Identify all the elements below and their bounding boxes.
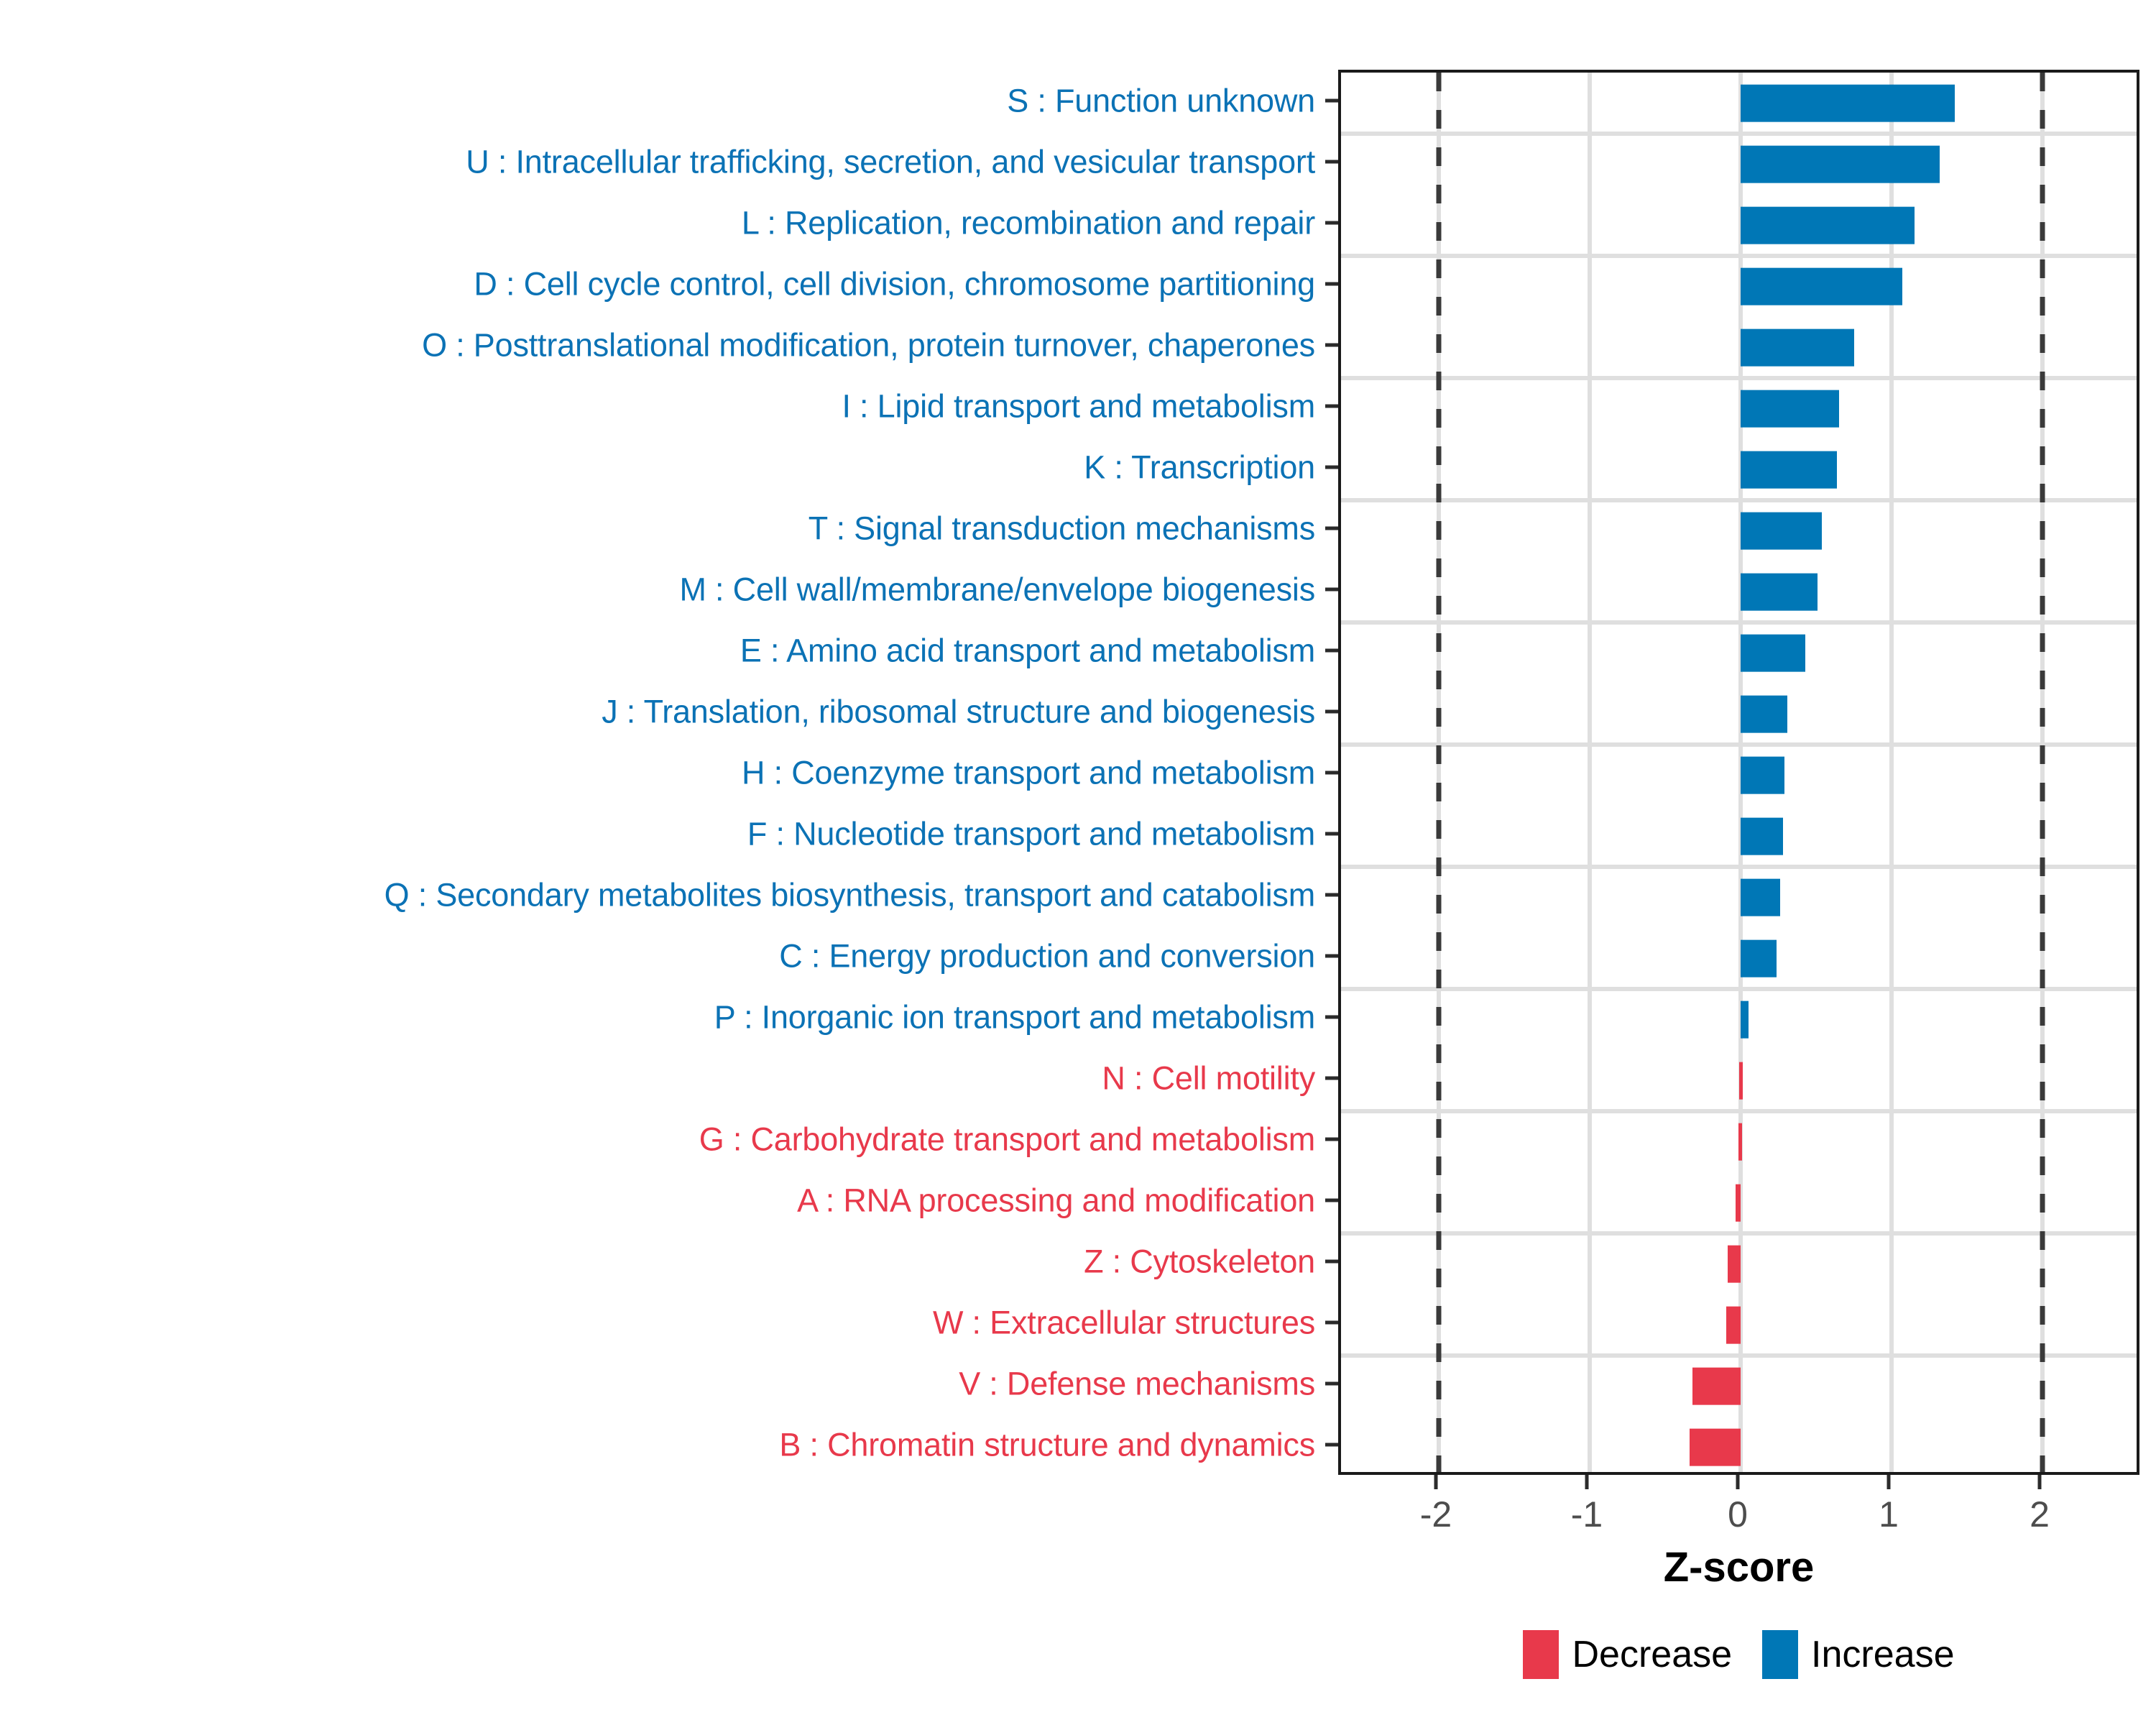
bar bbox=[1692, 1367, 1741, 1405]
y-axis-tick bbox=[1325, 160, 1338, 163]
y-axis-tick bbox=[1325, 1381, 1338, 1385]
x-axis-title: Z-score bbox=[1663, 1544, 1815, 1591]
y-axis-tick bbox=[1325, 404, 1338, 408]
x-axis-tick-label: 1 bbox=[1879, 1494, 1899, 1535]
bar bbox=[1741, 756, 1784, 794]
y-axis-tick bbox=[1325, 465, 1338, 469]
y-axis-tick bbox=[1325, 832, 1338, 835]
category-label: B : Chromatin structure and dynamics bbox=[779, 1426, 1315, 1463]
category-label: Q : Secondary metabolites biosynthesis, … bbox=[384, 876, 1316, 913]
category-label: L : Replication, recombination and repai… bbox=[741, 204, 1315, 241]
bar bbox=[1741, 939, 1777, 978]
reference-line bbox=[2040, 73, 2045, 1472]
bar bbox=[1741, 695, 1788, 733]
y-axis-tick bbox=[1325, 1259, 1338, 1263]
category-label: U : Intracellular trafficking, secretion… bbox=[466, 143, 1315, 180]
y-axis-tick bbox=[1325, 221, 1338, 224]
y-axis-tick bbox=[1325, 98, 1338, 102]
chart-legend: Decrease Increase bbox=[1338, 1630, 2139, 1679]
bar bbox=[1741, 328, 1854, 367]
y-axis-tick bbox=[1325, 648, 1338, 652]
category-label: P : Inorganic ion transport and metaboli… bbox=[714, 998, 1315, 1035]
y-axis-tick bbox=[1325, 1320, 1338, 1324]
y-axis-tick bbox=[1325, 282, 1338, 285]
legend-entry[interactable]: Increase bbox=[1762, 1630, 1955, 1679]
legend-swatch-decrease bbox=[1523, 1630, 1560, 1679]
category-label: W : Extracellular structures bbox=[932, 1304, 1315, 1340]
category-label: N : Cell motility bbox=[1102, 1059, 1315, 1096]
y-axis-tick bbox=[1325, 1015, 1338, 1018]
category-label: A : RNA processing and modification bbox=[797, 1182, 1315, 1218]
x-axis-tick-label: 0 bbox=[1728, 1494, 1748, 1535]
x-axis-tick bbox=[1585, 1475, 1589, 1489]
y-axis-tick bbox=[1325, 954, 1338, 957]
category-label: O : Posttranslational modification, prot… bbox=[422, 326, 1315, 363]
category-label: I : Lipid transport and metabolism bbox=[842, 387, 1315, 424]
bar bbox=[1741, 451, 1838, 489]
bar bbox=[1741, 390, 1839, 428]
bar bbox=[1689, 1428, 1741, 1466]
bar bbox=[1728, 1245, 1741, 1283]
x-axis-tick bbox=[2037, 1475, 2042, 1489]
y-axis-tick bbox=[1325, 1137, 1338, 1141]
y-axis-tick bbox=[1325, 1198, 1338, 1202]
category-label: G : Carbohydrate transport and metabolis… bbox=[699, 1121, 1315, 1157]
y-axis-tick bbox=[1325, 343, 1338, 346]
x-axis-tick bbox=[1434, 1475, 1438, 1489]
bar bbox=[1738, 1062, 1743, 1100]
bar bbox=[1741, 634, 1806, 672]
category-label: V : Defense mechanisms bbox=[959, 1365, 1315, 1402]
category-label: S : Function unknown bbox=[1007, 82, 1315, 119]
category-label: F : Nucleotide transport and metabolism bbox=[747, 815, 1315, 852]
bar bbox=[1741, 817, 1783, 855]
plot-panel bbox=[1338, 70, 2139, 1475]
bar bbox=[1741, 573, 1818, 611]
y-axis-tick bbox=[1325, 1443, 1338, 1446]
category-label: J : Translation, ribosomal structure and… bbox=[602, 693, 1315, 730]
category-label: K : Transcription bbox=[1084, 448, 1315, 485]
x-axis-tick-label: 2 bbox=[2030, 1494, 2050, 1535]
vertical-gridline bbox=[1889, 73, 1894, 1472]
bar bbox=[1736, 1184, 1741, 1222]
bar bbox=[1741, 145, 1940, 183]
bar bbox=[1726, 1306, 1741, 1344]
y-axis-tick bbox=[1325, 770, 1338, 774]
bar bbox=[1741, 84, 1955, 122]
category-label: M : Cell wall/membrane/envelope biogenes… bbox=[679, 571, 1315, 607]
x-axis-tick-label: -2 bbox=[1419, 1494, 1452, 1535]
y-axis-tick bbox=[1325, 1076, 1338, 1080]
bar bbox=[1738, 1123, 1742, 1161]
category-axis-labels: S : Function unknown U : Intracellular tr… bbox=[0, 70, 1327, 1475]
vertical-gridline bbox=[1588, 73, 1592, 1472]
bar bbox=[1741, 267, 1902, 305]
y-axis-tick bbox=[1325, 893, 1338, 896]
y-axis-tick bbox=[1325, 526, 1338, 530]
category-label: T : Signal transduction mechanisms bbox=[808, 510, 1315, 546]
x-axis-tick bbox=[1736, 1475, 1740, 1489]
x-axis-tick-label: -1 bbox=[1570, 1494, 1603, 1535]
bar bbox=[1741, 206, 1915, 244]
y-axis-tick bbox=[1325, 709, 1338, 713]
category-label: D : Cell cycle control, cell division, c… bbox=[474, 265, 1315, 302]
legend-label: Increase bbox=[1811, 1634, 1955, 1675]
plot-area bbox=[1341, 73, 2137, 1472]
legend-entry[interactable]: Decrease bbox=[1523, 1630, 1732, 1679]
reference-line bbox=[1436, 73, 1442, 1472]
legend-label: Decrease bbox=[1572, 1634, 1733, 1675]
category-label: Z : Cytoskeleton bbox=[1084, 1243, 1315, 1279]
legend-swatch-increase bbox=[1762, 1630, 1799, 1679]
x-axis-tick bbox=[1886, 1475, 1891, 1489]
bar bbox=[1741, 512, 1823, 550]
category-label: E : Amino acid transport and metabolism bbox=[740, 632, 1315, 668]
bar bbox=[1741, 1000, 1749, 1039]
category-label: C : Energy production and conversion bbox=[779, 937, 1315, 974]
y-axis-tick bbox=[1325, 587, 1338, 591]
bar bbox=[1741, 878, 1780, 916]
category-label: H : Coenzyme transport and metabolism bbox=[742, 754, 1315, 791]
